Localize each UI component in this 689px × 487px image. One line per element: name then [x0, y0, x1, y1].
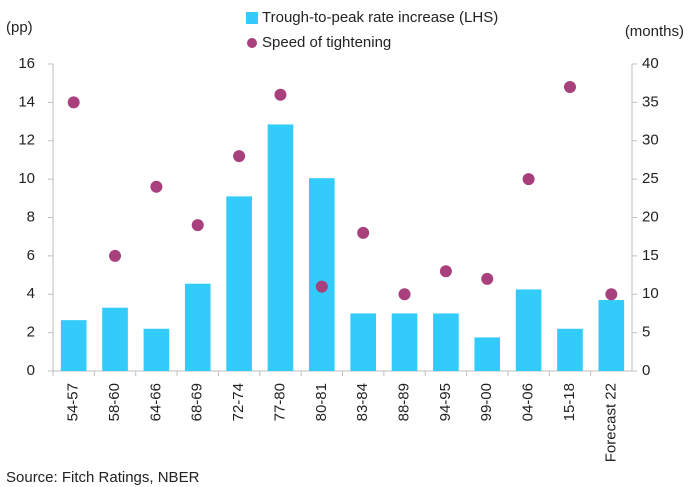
point — [315, 280, 328, 293]
x-tick-label: 04-06 — [520, 383, 537, 421]
legend-swatch — [247, 38, 257, 48]
y2-tick-label: 35 — [642, 93, 659, 110]
bar — [60, 320, 87, 371]
y-axis-label: (pp) — [6, 19, 33, 36]
source: Source: Fitch Ratings, NBER — [6, 469, 200, 486]
y-tick-label: 4 — [27, 285, 35, 302]
y-tick-label: 8 — [27, 208, 35, 225]
bar — [391, 313, 418, 371]
point — [481, 272, 494, 285]
y-tick-label: 2 — [27, 324, 35, 341]
y2-tick-label: 20 — [642, 208, 659, 225]
legend-swatch — [246, 12, 258, 24]
bar — [226, 196, 252, 371]
x-tick-label: 58-60 — [106, 383, 123, 421]
legend-label: Speed of tightening — [262, 34, 391, 51]
bar — [309, 178, 335, 371]
x-tick-label: 72-74 — [230, 383, 247, 421]
y2-tick-label: 10 — [642, 285, 659, 302]
bar — [598, 300, 625, 371]
y2-tick-label: 40 — [642, 55, 659, 72]
y2-tick-label: 5 — [642, 324, 650, 341]
point — [357, 226, 370, 239]
point — [109, 249, 122, 262]
x-tick-label: 15-18 — [561, 383, 578, 421]
point — [191, 219, 204, 232]
y2-tick-label: 15 — [642, 247, 659, 264]
bar — [102, 307, 128, 371]
y-tick-label: 14 — [18, 93, 35, 110]
point — [563, 81, 576, 94]
y-tick-label: 12 — [18, 132, 35, 149]
bar — [267, 124, 294, 371]
bar — [350, 313, 376, 371]
bar — [184, 283, 211, 371]
bar — [557, 328, 583, 371]
bar — [143, 328, 170, 371]
x-tick-label: 64-66 — [147, 383, 164, 421]
x-tick-label: 68-69 — [189, 383, 206, 421]
x-tick-label: 54-57 — [65, 383, 82, 421]
y-tick-label: 10 — [18, 170, 35, 187]
y-tick-label: 6 — [27, 247, 35, 264]
bar — [433, 313, 459, 371]
y2-tick-label: 0 — [642, 362, 650, 379]
point — [522, 173, 535, 186]
point — [233, 150, 246, 163]
point — [150, 180, 163, 193]
legend-label: Trough-to-peak rate increase (LHS) — [262, 9, 498, 26]
x-tick-label: 83-84 — [354, 383, 371, 421]
y-tick-label: 16 — [18, 55, 35, 72]
bar — [474, 337, 501, 371]
y-tick-label: 0 — [27, 362, 35, 379]
bar — [515, 289, 542, 371]
point — [274, 88, 287, 101]
x-tick-label: 94-95 — [437, 383, 454, 421]
y2-tick-label: 30 — [642, 132, 659, 149]
y2-axis-label: (months) — [625, 23, 684, 40]
point — [67, 96, 80, 109]
x-tick-label: 88-89 — [396, 383, 413, 421]
point — [398, 288, 411, 301]
point — [605, 288, 618, 301]
x-tick-label: Forecast 22 — [602, 383, 619, 462]
x-tick-label: 80-81 — [313, 383, 330, 421]
y2-tick-label: 25 — [642, 170, 659, 187]
x-tick-label: 99-00 — [478, 383, 495, 421]
x-tick-label: 77-80 — [271, 383, 288, 421]
point — [439, 265, 452, 278]
